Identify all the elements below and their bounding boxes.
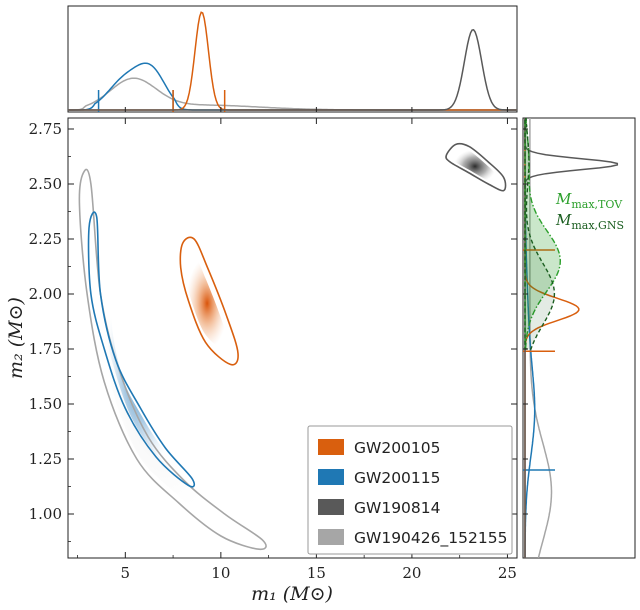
- legend-label-gw200115: GW200115: [354, 469, 441, 487]
- y-tick-1-25-label: 1.25: [29, 450, 62, 468]
- legend-swatch-gw190426-152155: [318, 529, 344, 545]
- x-axis-label: m₁ (M⊙): [251, 583, 333, 605]
- y-axis-label: m₂ (M⊙): [5, 297, 27, 379]
- contour-gw200115: [87, 211, 196, 488]
- x-tick-25-label: 25: [498, 564, 517, 582]
- y-tick-2-25-label: 2.25: [29, 230, 62, 248]
- right-marginal-panel: [522, 117, 636, 559]
- mmax-max-gns-label-main: M: [555, 211, 572, 229]
- density-gw200115: [104, 274, 181, 473]
- legend-swatch-gw200115: [318, 469, 344, 485]
- x-axis-ticks: 5 10 15 20 25: [77, 107, 517, 582]
- x-tick-15-label: 15: [307, 564, 326, 582]
- density-gw190814: [453, 149, 497, 184]
- legend-swatch-gw190814: [318, 499, 344, 515]
- mmax-max-gns-curve: [524, 118, 556, 350]
- y-tick-1-5-label: 1.50: [29, 395, 62, 413]
- density-fill-gw200115: [104, 274, 181, 473]
- density-gw200105: [186, 257, 228, 350]
- y-tick-2-5-label: 2.50: [29, 175, 62, 193]
- mmax-max-tov-label-main: M: [555, 190, 572, 208]
- y-tick-1-label: 1.00: [29, 505, 62, 523]
- density-fill-gw200105: [186, 257, 228, 350]
- x-tick-10-label: 10: [211, 564, 230, 582]
- y-tick-1-75-label: 1.75: [29, 340, 62, 358]
- m1-marginal-gw190814: [68, 28, 517, 111]
- contour-gw190814: [445, 142, 507, 192]
- legend-label-gw190814: GW190814: [354, 499, 441, 517]
- legend-label-gw190426-152155: GW190426_152155: [354, 529, 507, 548]
- legend-frame: [307, 425, 513, 555]
- density-fill-gw190814: [453, 149, 497, 184]
- legend-label-gw200105: GW200105: [354, 439, 441, 457]
- legend-swatch-gw200105: [318, 439, 344, 455]
- mmax-max-gns-label: Mmax,GNS: [555, 211, 624, 232]
- legend: GW200105 GW200115 GW190814 GW190426_152155: [307, 425, 513, 555]
- mmax-max-gns-label-sub: max,GNS: [571, 219, 624, 232]
- mmax-max-tov-label: Mmax,TOV: [555, 190, 623, 211]
- x-tick-20-label: 20: [402, 564, 421, 582]
- m1-marginals: [68, 11, 517, 112]
- m2-marginals: [523, 118, 619, 558]
- top-marginal-panel: [67, 5, 518, 113]
- mmax-max-tov-label-sub: max,TOV: [571, 198, 623, 211]
- y-tick-2-label: 2.00: [29, 285, 62, 303]
- y-tick-2-75-label: 2.75: [29, 120, 62, 138]
- contour-layer: [78, 142, 507, 551]
- contour-gw200105: [179, 236, 239, 366]
- y-axis-ticks: 1.00 1.25 1.50 1.75 2.00 2.25 2.50 2.75: [29, 120, 528, 542]
- x-tick-5-label: 5: [121, 564, 131, 582]
